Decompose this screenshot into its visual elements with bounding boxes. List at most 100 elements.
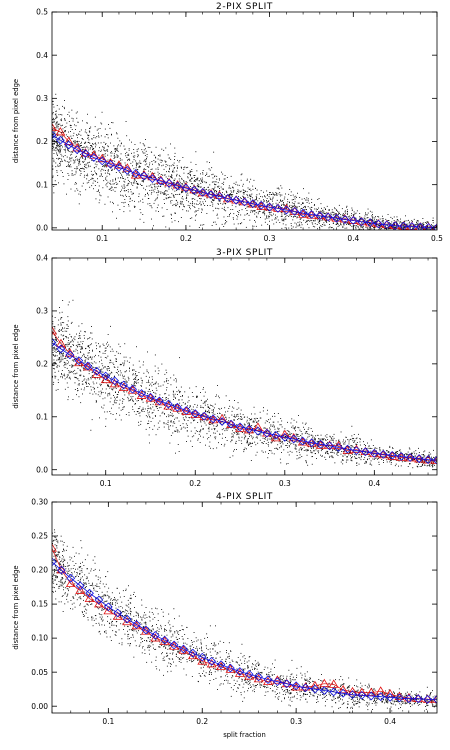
data-point — [409, 463, 410, 465]
data-point — [83, 354, 85, 356]
data-point — [65, 151, 66, 153]
data-point — [270, 424, 272, 426]
data-point — [231, 204, 233, 206]
data-point — [358, 453, 360, 455]
data-point — [190, 180, 192, 182]
data-point — [426, 227, 428, 229]
data-point — [394, 233, 395, 234]
data-point — [182, 423, 184, 425]
data-point — [151, 187, 153, 189]
scatter-points — [52, 299, 437, 469]
data-point — [109, 411, 111, 412]
data-point — [154, 395, 156, 397]
data-point — [78, 134, 80, 135]
data-point — [389, 228, 391, 230]
data-point — [347, 223, 349, 225]
data-point — [67, 344, 69, 345]
data-point — [151, 376, 153, 378]
data-point — [258, 420, 260, 422]
data-point — [397, 232, 398, 233]
data-point — [86, 178, 88, 180]
data-point — [306, 211, 308, 213]
data-point — [282, 231, 283, 232]
data-point — [144, 391, 146, 393]
data-point — [128, 174, 130, 176]
data-point — [187, 192, 189, 194]
data-point — [109, 127, 111, 129]
data-point — [105, 144, 106, 145]
data-point — [116, 394, 118, 395]
data-point — [107, 146, 109, 148]
data-point — [55, 375, 57, 377]
data-point — [170, 415, 172, 417]
data-point — [81, 156, 83, 158]
data-point — [432, 220, 434, 221]
data-point — [227, 200, 229, 201]
data-point — [101, 174, 102, 176]
data-point — [61, 158, 62, 160]
data-point — [195, 179, 196, 181]
data-point — [105, 166, 107, 168]
data-point — [421, 226, 422, 227]
data-point — [60, 149, 61, 151]
data-point — [406, 454, 408, 456]
data-point — [53, 121, 55, 123]
data-point — [85, 366, 87, 368]
data-point — [72, 151, 74, 153]
data-point — [60, 317, 62, 319]
data-point — [174, 152, 176, 154]
data-point — [117, 352, 119, 354]
data-point — [294, 212, 296, 214]
data-point — [78, 380, 80, 382]
data-point — [141, 379, 143, 381]
data-point — [231, 195, 233, 197]
data-point — [187, 210, 189, 212]
data-point — [285, 193, 286, 195]
data-point — [389, 457, 391, 459]
data-point — [78, 383, 80, 384]
data-point — [283, 202, 284, 203]
data-point — [222, 192, 223, 194]
data-point — [128, 412, 130, 413]
data-point — [313, 441, 315, 443]
diamond-marker — [365, 218, 375, 228]
data-point — [203, 187, 205, 189]
data-point — [103, 165, 105, 166]
data-point — [385, 456, 387, 458]
diamond-marker — [323, 212, 333, 222]
y-tick-label: 0.0 — [36, 223, 48, 232]
data-point — [338, 439, 340, 441]
data-point — [216, 415, 218, 417]
data-point — [271, 438, 273, 439]
data-point — [129, 197, 131, 199]
data-point — [193, 177, 195, 178]
data-point — [100, 173, 102, 175]
data-point — [326, 217, 328, 219]
data-point — [68, 161, 70, 163]
diamond-marker — [156, 176, 166, 186]
data-point — [56, 147, 58, 149]
data-point — [60, 164, 61, 166]
data-point — [298, 223, 300, 225]
data-point — [112, 179, 114, 181]
data-point — [76, 111, 78, 113]
data-point — [53, 143, 55, 145]
data-point — [196, 203, 197, 205]
data-point — [396, 226, 398, 228]
data-point — [113, 203, 114, 205]
data-point — [160, 191, 162, 193]
data-point — [253, 418, 255, 420]
data-point — [53, 121, 55, 123]
data-point — [159, 394, 161, 396]
data-point — [191, 178, 193, 180]
data-point — [342, 227, 344, 228]
data-point — [56, 153, 58, 155]
data-point — [263, 212, 265, 214]
data-point — [248, 443, 250, 445]
data-point — [77, 388, 78, 389]
data-point — [127, 376, 129, 378]
data-point — [273, 425, 275, 427]
data-point — [431, 225, 433, 227]
data-point — [60, 153, 62, 155]
data-point — [213, 432, 215, 434]
